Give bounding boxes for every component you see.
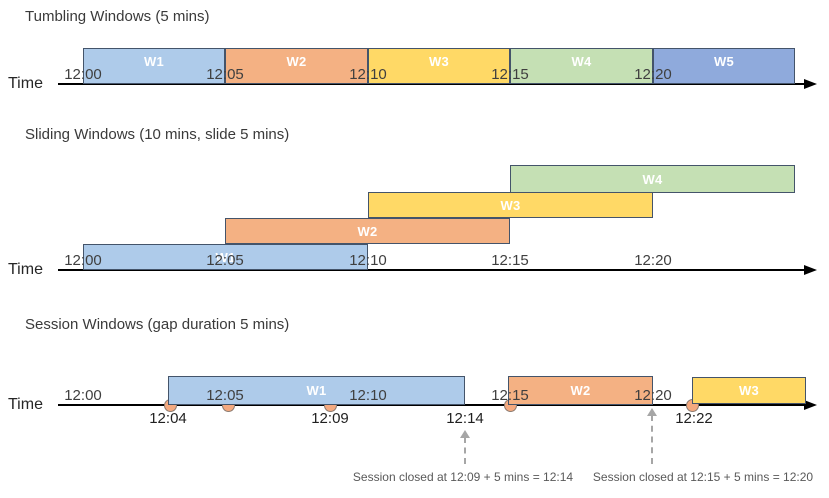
tumbling-window-box-w3: W3 xyxy=(368,48,510,84)
sliding-time-axis-label: Time xyxy=(8,261,43,278)
window-label: W1 xyxy=(143,53,165,69)
session-window-box-w1: W1 xyxy=(168,376,465,405)
window-label: W4 xyxy=(642,171,663,187)
window-label: W3 xyxy=(428,53,450,69)
event-time-label: 12:22 xyxy=(675,410,713,427)
sliding-window-box-w1: W1 xyxy=(83,244,368,270)
tumbling-diagram-title: Tumbling Windows (5 mins) xyxy=(25,8,210,25)
session-tick-label: 12:15 xyxy=(491,387,529,404)
sliding-window-box-w2: W2 xyxy=(225,218,510,244)
sliding-tick-label: 12:15 xyxy=(491,252,529,269)
window-label: W2 xyxy=(286,53,307,69)
window-label: W2 xyxy=(357,223,378,239)
event-time-label: 12:09 xyxy=(311,410,349,427)
session-window-box-w2: W2 xyxy=(508,376,653,405)
sliding-diagram-title: Sliding Windows (10 mins, slide 5 mins) xyxy=(25,126,290,143)
session-axis-arrowhead-icon xyxy=(804,399,817,410)
session-close-arrow-icon xyxy=(651,415,653,464)
sliding-tick-label: 12:10 xyxy=(349,252,387,269)
window-label: W1 xyxy=(215,249,236,265)
sliding-window-box-w4: W4 xyxy=(510,165,795,193)
tumbling-time-axis-label: Time xyxy=(8,75,43,92)
sliding-window-box-w3: W3 xyxy=(368,192,653,218)
window-label: W3 xyxy=(738,383,760,398)
sliding-tick-label: 12:20 xyxy=(634,252,672,269)
tumbling-time-axis-line xyxy=(58,83,804,85)
tumbling-window-box-w4: W4 xyxy=(510,48,653,84)
tumbling-window-box-w2: W2 xyxy=(225,48,368,84)
sliding-time-axis-line xyxy=(58,269,804,271)
event-time-label: 12:14 xyxy=(446,410,484,427)
session-close-annotation: Session closed at 12:09 + 5 mins = 12:14 xyxy=(352,470,574,484)
sliding-axis-arrowhead-icon xyxy=(804,264,817,275)
sliding-tick-label: 12:05 xyxy=(206,252,244,269)
session-close-arrowhead-icon xyxy=(647,408,657,416)
tumbling-tick-label: 12:05 xyxy=(206,66,244,83)
window-label: W3 xyxy=(500,197,521,213)
session-diagram-title: Session Windows (gap duration 5 mins) xyxy=(25,316,290,333)
session-close-arrowhead-icon xyxy=(460,430,470,438)
tumbling-window-box-w1: W1 xyxy=(83,48,225,84)
window-label: W4 xyxy=(571,53,592,69)
session-tick-label: 12:20 xyxy=(634,387,672,404)
window-label: W5 xyxy=(713,53,735,69)
session-tick-label: 12:05 xyxy=(206,387,244,404)
sliding-tick-label: 12:00 xyxy=(64,252,102,269)
tumbling-tick-label: 12:20 xyxy=(634,66,672,83)
window-label: W1 xyxy=(306,383,327,398)
session-time-axis-line xyxy=(58,404,804,406)
event-time-label: 12:04 xyxy=(149,410,187,427)
session-tick-label: 12:10 xyxy=(349,387,387,404)
session-close-arrow-icon xyxy=(464,437,466,464)
session-close-annotation: Session closed at 12:15 + 5 mins = 12:20 xyxy=(592,470,814,484)
session-time-axis-label: Time xyxy=(8,396,43,413)
session-tick-label: 12:00 xyxy=(64,387,102,404)
session-window-box-w3: W3 xyxy=(692,377,806,404)
tumbling-window-box-w5: W5 xyxy=(653,48,795,84)
tumbling-tick-label: 12:15 xyxy=(491,66,529,83)
window-label: W2 xyxy=(570,383,591,398)
tumbling-tick-label: 12:00 xyxy=(64,66,102,83)
tumbling-axis-arrowhead-icon xyxy=(804,78,817,89)
tumbling-tick-label: 12:10 xyxy=(349,66,387,83)
